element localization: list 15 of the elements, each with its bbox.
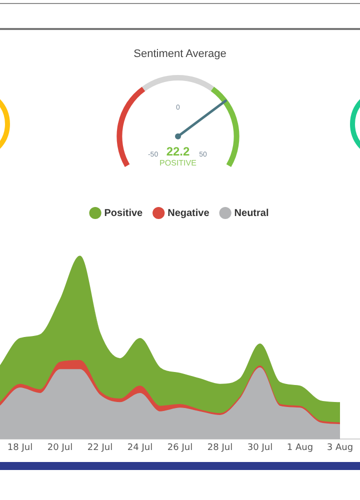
legend-label: Neutral [234, 208, 269, 219]
text: POSITIVE [160, 158, 196, 168]
x-tick-label: 28 Jul [207, 442, 233, 453]
x-tick-label: 18 Jul [7, 442, 33, 453]
x-tick-label: 20 Jul [47, 442, 73, 453]
x-tick-label: 22 Jul [87, 442, 113, 453]
legend-label: Negative [168, 208, 210, 219]
chart-title: Sentiment Average [132, 48, 228, 60]
x-tick-label: 30 Jul [247, 442, 273, 453]
x-tick-label: 1 Aug [286, 442, 314, 453]
x-tick-label: 26 Jul [167, 442, 193, 453]
x-tick-label: 3 Aug [326, 442, 354, 453]
x-tick-label: 24 Jul [127, 442, 153, 453]
legend-label: Positive [104, 208, 144, 219]
text: 22.2 [166, 144, 190, 159]
